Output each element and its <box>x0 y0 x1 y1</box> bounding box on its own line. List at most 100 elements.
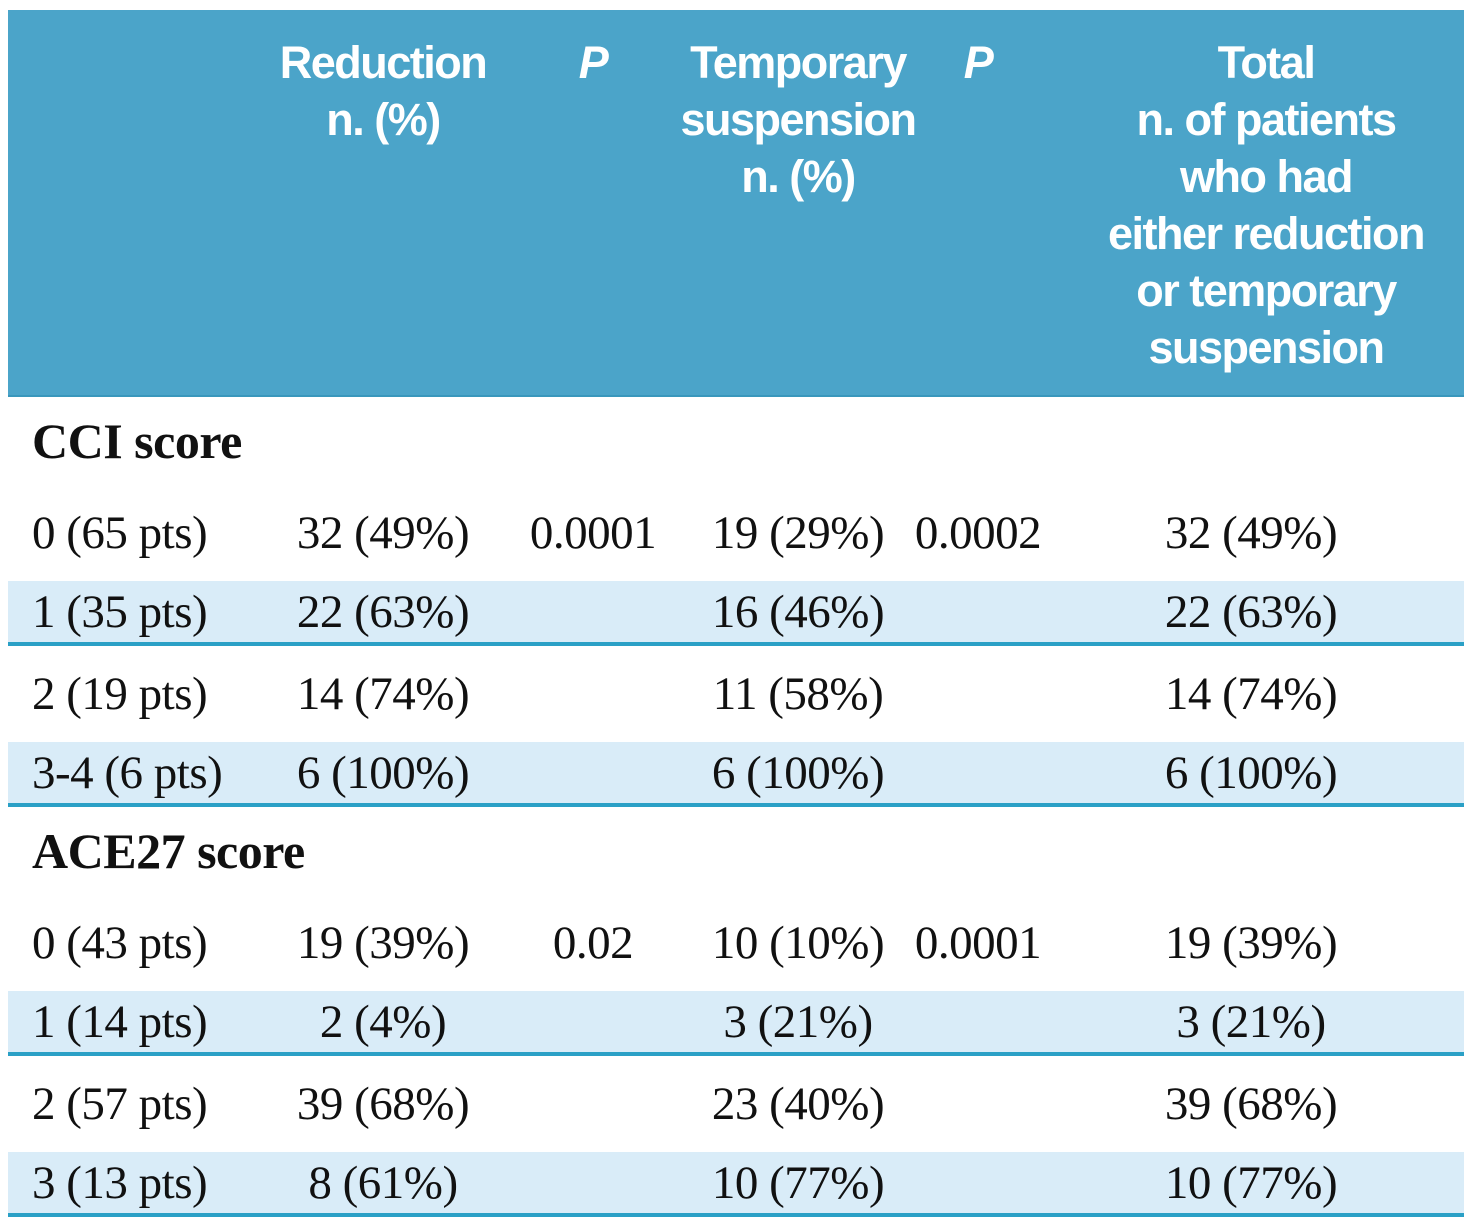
header-temporary-suspension-label: Temporary suspension n. (%) <box>680 37 917 202</box>
reduction-value: 14 (74%) <box>296 668 470 720</box>
suspension-cell: 3 (21%) <box>708 991 888 1056</box>
total-cell: 19 (39%) <box>1068 895 1464 991</box>
reduction-value: 19 (39%) <box>296 917 470 969</box>
suspension-cell: 10 (10%) <box>708 895 888 991</box>
section-row-ace27: ACE27 score <box>8 805 1464 895</box>
reduction-cell: 8 (61%) <box>288 1152 478 1217</box>
header-cell-total: Total n. of patients who had either redu… <box>1068 10 1464 397</box>
reduction-value: 39 (68%) <box>296 1078 470 1130</box>
reduction-value: 2 (4%) <box>319 995 447 1048</box>
total-value: 19 (39%) <box>1164 917 1338 969</box>
suspension-cell: 11 (58%) <box>708 644 888 742</box>
row-label-cell: 2 (57 pts) <box>8 1054 288 1152</box>
reduction-value: 22 (63%) <box>296 585 470 638</box>
reduction-value: 8 (61%) <box>308 1156 458 1209</box>
row-label-cell: 1 (35 pts) <box>8 581 288 646</box>
p-value-cell <box>478 742 708 807</box>
p-value: 0.02 <box>552 917 634 969</box>
table-row: 0 (65 pts) 32 (49%) 0.0001 19 (29%) 0.00… <box>8 485 1464 581</box>
table-row: 1 (14 pts) 2 (4%) 3 (21%) 3 (21%) <box>8 991 1464 1056</box>
row-label-cell: 0 (65 pts) <box>8 485 288 581</box>
total-value: 32 (49%) <box>1164 507 1338 559</box>
header-cell-temporary-suspension: Temporary suspension n. (%) <box>680 10 917 397</box>
total-value: 14 (74%) <box>1164 668 1338 720</box>
table-row: 1 (35 pts) 22 (63%) 16 (46%) 22 (63%) <box>8 581 1464 646</box>
reduction-cell: 14 (74%) <box>288 644 478 742</box>
p-value-cell <box>888 742 1068 807</box>
table-row: 2 (19 pts) 14 (74%) 11 (58%) 14 (74%) <box>8 644 1464 742</box>
row-label-cell: 0 (43 pts) <box>8 895 288 991</box>
total-cell: 14 (74%) <box>1068 644 1464 742</box>
p-value-cell <box>888 581 1068 646</box>
suspension-cell: 23 (40%) <box>708 1054 888 1152</box>
p-value-cell <box>478 581 708 646</box>
section-label-ace27: ACE27 score <box>32 823 305 879</box>
p-value-cell <box>888 991 1068 1056</box>
p-value-cell <box>478 644 708 742</box>
reduction-value: 32 (49%) <box>296 507 470 559</box>
reduction-cell: 19 (39%) <box>288 895 478 991</box>
p-value-cell <box>888 1152 1068 1217</box>
row-label: 3 (13 pts) <box>32 1156 208 1209</box>
total-cell: 22 (63%) <box>1068 581 1464 646</box>
p-value: 0.0001 <box>529 507 657 559</box>
header-cell-p2: P <box>888 10 1068 397</box>
total-cell: 10 (77%) <box>1068 1152 1464 1217</box>
p-value-cell <box>478 1152 708 1217</box>
p-value-cell: 0.0001 <box>478 485 708 581</box>
table-row: 0 (43 pts) 19 (39%) 0.02 10 (10%) 0.0001… <box>8 895 1464 991</box>
suspension-cell: 10 (77%) <box>708 1152 888 1217</box>
header-p2-label: P <box>963 37 994 88</box>
reduction-cell: 39 (68%) <box>288 1054 478 1152</box>
p-value-cell <box>888 644 1068 742</box>
suspension-cell: 6 (100%) <box>708 742 888 807</box>
row-label: 0 (43 pts) <box>32 917 208 969</box>
reduction-value: 6 (100%) <box>296 746 470 799</box>
total-value: 3 (21%) <box>1176 995 1326 1048</box>
reduction-cell: 2 (4%) <box>288 991 478 1056</box>
row-label: 1 (14 pts) <box>32 995 208 1048</box>
row-label: 0 (65 pts) <box>32 507 208 559</box>
header-total-label: Total n. of patients who had either redu… <box>1107 37 1426 373</box>
row-label-cell: 3 (13 pts) <box>8 1152 288 1217</box>
p-value-cell <box>478 991 708 1056</box>
p-value-cell <box>478 1054 708 1152</box>
table-row: 2 (57 pts) 39 (68%) 23 (40%) 39 (68%) <box>8 1054 1464 1152</box>
total-value: 10 (77%) <box>1164 1156 1338 1209</box>
row-label: 2 (19 pts) <box>32 668 208 720</box>
suspension-value: 23 (40%) <box>711 1078 885 1130</box>
total-value: 39 (68%) <box>1164 1078 1338 1130</box>
suspension-value: 19 (29%) <box>711 507 885 559</box>
row-label-cell: 1 (14 pts) <box>8 991 288 1056</box>
reduction-cell: 22 (63%) <box>288 581 478 646</box>
section-label-cci: CCI score <box>32 413 242 469</box>
p-value-cell <box>888 1054 1068 1152</box>
comorbidity-table: Reduction n. (%) P Temporary suspension … <box>8 10 1464 1217</box>
row-label-cell: 2 (19 pts) <box>8 644 288 742</box>
suspension-value: 3 (21%) <box>723 995 873 1048</box>
total-cell: 39 (68%) <box>1068 1054 1464 1152</box>
suspension-cell: 16 (46%) <box>708 581 888 646</box>
suspension-cell: 19 (29%) <box>708 485 888 581</box>
reduction-cell: 6 (100%) <box>288 742 478 807</box>
header-cell-reduction: Reduction n. (%) <box>280 10 488 397</box>
section-label-cell: ACE27 score <box>8 805 1464 895</box>
suspension-value: 10 (77%) <box>711 1156 885 1209</box>
p-value: 0.0001 <box>914 917 1042 969</box>
p-value-cell: 0.0002 <box>888 485 1068 581</box>
p-value-cell: 0.02 <box>478 895 708 991</box>
header-p1-label: P <box>578 37 609 88</box>
header-row: Reduction n. (%) P Temporary suspension … <box>8 10 1464 397</box>
section-row-cci: CCI score <box>8 396 1464 485</box>
reduction-cell: 32 (49%) <box>288 485 478 581</box>
p-value: 0.0002 <box>914 507 1042 559</box>
total-cell: 3 (21%) <box>1068 991 1464 1056</box>
table-row: 3 (13 pts) 8 (61%) 10 (77%) 10 (77%) <box>8 1152 1464 1217</box>
header-cell-empty <box>8 10 288 397</box>
total-cell: 32 (49%) <box>1068 485 1464 581</box>
total-cell: 6 (100%) <box>1068 742 1464 807</box>
row-label: 1 (35 pts) <box>32 585 208 638</box>
total-value: 22 (63%) <box>1164 585 1338 638</box>
row-label: 3-4 (6 pts) <box>32 746 223 799</box>
